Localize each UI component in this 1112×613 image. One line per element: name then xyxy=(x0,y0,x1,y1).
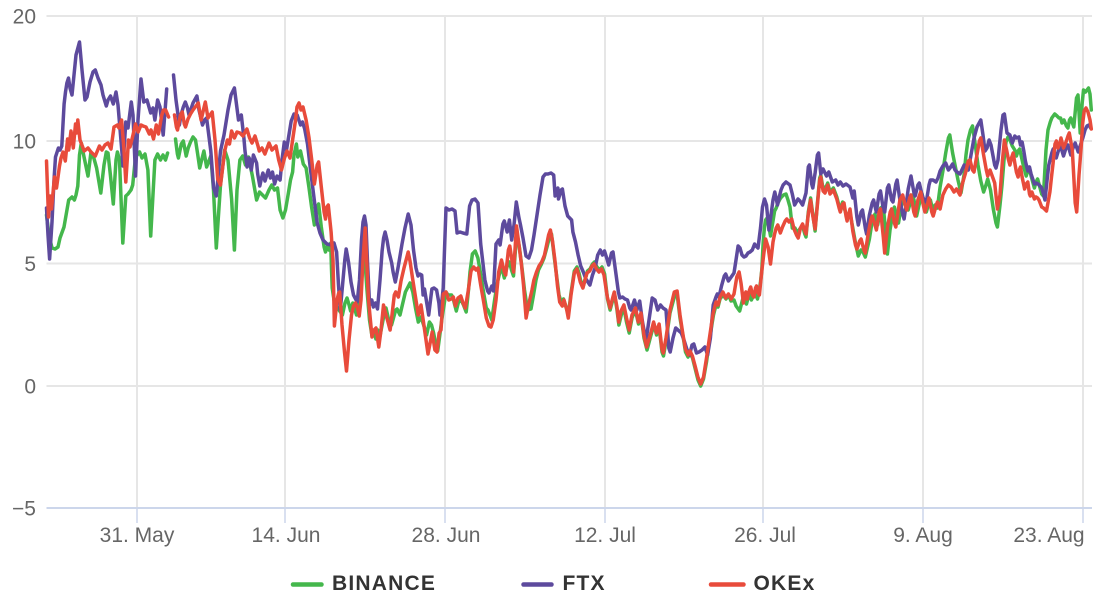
svg-text:31. May: 31. May xyxy=(100,524,175,547)
svg-text:28. Jun: 28. Jun xyxy=(412,524,481,547)
svg-text:9. Aug: 9. Aug xyxy=(893,524,953,547)
svg-text:BINANCE: BINANCE xyxy=(332,572,436,595)
svg-text:14. Jun: 14. Jun xyxy=(252,524,321,547)
svg-text:23. Aug: 23. Aug xyxy=(1013,524,1084,547)
svg-text:26. Jul: 26. Jul xyxy=(734,524,796,547)
svg-text:OKEx: OKEx xyxy=(754,572,816,595)
svg-text:0: 0 xyxy=(24,376,36,399)
svg-text:20: 20 xyxy=(13,6,36,29)
svg-text:−5: −5 xyxy=(12,498,36,521)
svg-text:5: 5 xyxy=(24,253,36,276)
svg-text:FTX: FTX xyxy=(563,572,606,595)
svg-text:10: 10 xyxy=(13,131,36,154)
svg-text:12. Jul: 12. Jul xyxy=(574,524,636,547)
